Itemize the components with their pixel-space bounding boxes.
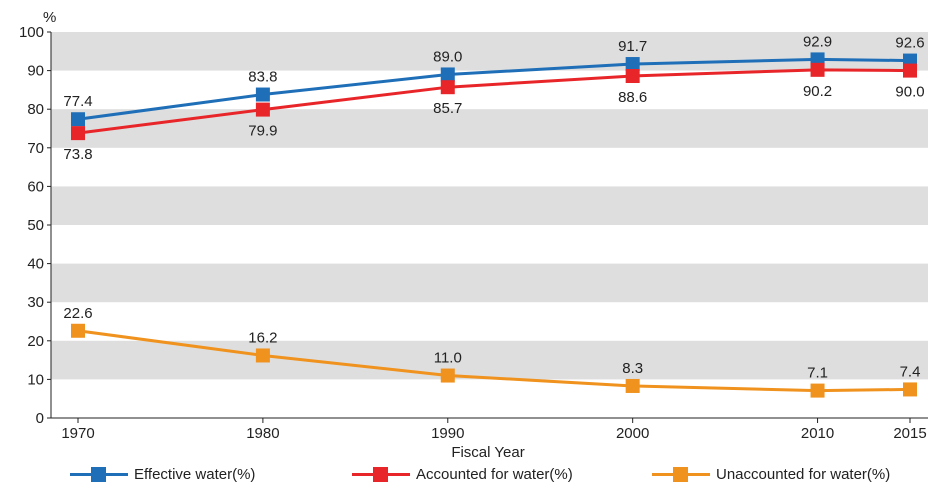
series-0-point [255,87,270,102]
series-2-point [440,368,455,383]
series-2-point [810,383,825,398]
y-tick-label: 90 [27,63,44,80]
y-tick-label: 30 [27,294,44,311]
data-label: 92.9 [803,33,832,50]
series-2-point [903,382,917,397]
series-2-point [71,323,85,338]
series-1-point [810,62,825,77]
x-tick-label: 1970 [61,425,94,442]
y-tick-label: 0 [36,410,44,427]
legend-item-unaccounted-for-water: Unaccounted for water(%) [652,462,890,486]
legend-marker [673,467,688,482]
line-chart: 0 10 20 30 40 50 60 70 80 90 100 1970 1980 1990 2000 2… [19,9,928,461]
x-tick-label: 2015 [893,425,926,442]
data-label: 91.7 [618,38,647,55]
series-1-point [440,80,455,95]
y-axis-ticks: 0 10 20 30 40 50 60 70 80 90 100 [19,24,51,427]
y-unit-label: % [43,9,56,26]
background-band [51,340,928,380]
y-tick-label: 100 [19,24,44,41]
data-label: 85.7 [433,100,462,117]
series-0-point [440,67,455,82]
y-tick-label: 80 [27,101,44,118]
series-1-point [71,126,85,141]
y-tick-label: 40 [27,256,44,273]
data-label: 92.6 [895,35,924,52]
data-label: 16.2 [248,329,277,346]
series-2-point [255,348,270,363]
legend-swatch-unaccounted-for-water [652,464,710,484]
background-band [51,32,928,71]
background-band [51,263,928,303]
legend-label-effective-water: Effective water(%) [134,465,256,483]
data-label: 89.0 [433,48,462,65]
series-0-point [71,112,85,127]
y-tick-label: 50 [27,217,44,234]
y-tick-label: 70 [27,140,44,157]
x-tick-label: 1990 [431,425,464,442]
data-label: 11.0 [434,350,462,367]
data-label: 90.0 [895,84,924,101]
background-band [51,109,928,148]
data-label: 8.3 [622,360,643,377]
series-line-2 [77,329,911,393]
legend: Effective water(%) Accounted for water(%… [0,462,938,486]
series-line-1 [77,68,911,135]
y-tick-label: 60 [27,178,44,195]
legend-label-accounted-for-water: Accounted for water(%) [416,465,573,483]
legend-label-unaccounted-for-water: Unaccounted for water(%) [716,465,891,483]
series-1-point [255,102,270,117]
data-labels: 77.4 83.8 89.0 91.7 92.9 92.6 73.8 79.9 85.7 88.6… [63,33,924,381]
series-2-point [625,378,640,393]
x-tick-label: 2000 [616,425,649,442]
x-tick-label: 2010 [801,425,834,442]
x-tick-label: 1980 [246,425,279,442]
x-axis-ticks: 1970 1980 1990 2000 2010 2015 [61,418,927,442]
data-label: 22.6 [63,305,92,322]
background-band [51,186,928,225]
data-label: 90.2 [803,83,832,100]
legend-swatch-effective-water [70,464,128,484]
series-0-point [625,57,640,72]
data-label: 7.1 [807,365,828,382]
series-line-0 [77,57,911,121]
x-axis-title: Fiscal Year [451,444,524,461]
data-label: 7.4 [900,363,921,380]
series-1-point [625,69,640,84]
data-label: 73.8 [63,146,92,163]
data-label: 79.9 [248,123,277,140]
legend-item-effective-water: Effective water(%) [70,462,255,486]
legend-item-accounted-for-water: Accounted for water(%) [352,462,573,486]
data-label: 83.8 [248,69,277,86]
y-tick-label: 20 [27,333,44,350]
data-label: 88.6 [618,89,647,106]
background-bands [51,32,928,380]
series-lines [71,52,917,398]
legend-marker [373,467,388,482]
legend-marker [91,467,106,482]
y-tick-label: 10 [27,371,44,388]
legend-swatch-accounted-for-water [352,464,410,484]
series-1-point [903,63,917,78]
data-label: 77.4 [63,93,92,110]
